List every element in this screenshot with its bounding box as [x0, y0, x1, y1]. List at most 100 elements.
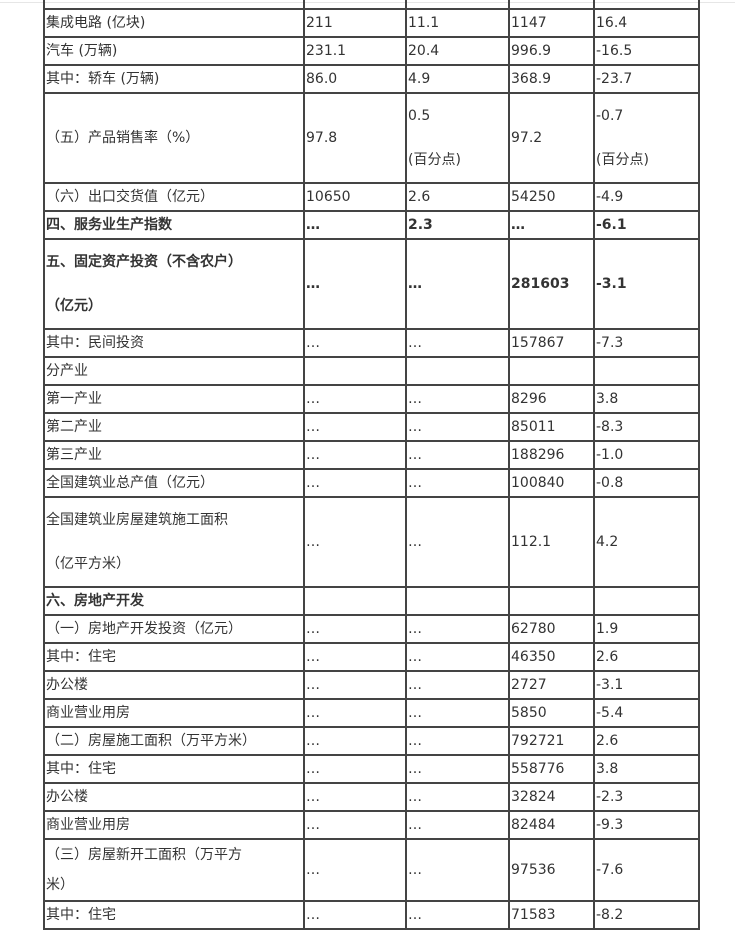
table-row: 五、固定资产投资（不含农户） （亿元）…… 281603 -3.1: [43, 238, 700, 330]
value-cell: 4.2: [593, 496, 700, 588]
value-cell: …: [508, 210, 595, 240]
value-cell: [593, 356, 700, 386]
table-row: 其中：住宅…… 46350 2.6: [43, 642, 700, 672]
value-cell: 8296: [508, 384, 595, 414]
table-row: 集成电路 (亿块) 211 11.1 1147 16.4: [43, 8, 700, 38]
table-cell: [508, 0, 595, 10]
row-label-cell: 分产业: [43, 356, 305, 386]
table-row: （一）房地产开发投资（亿元）…… 62780 1.9: [43, 614, 700, 644]
value-cell: [405, 356, 510, 386]
value-cell: …: [405, 726, 510, 756]
value-cell: …: [405, 238, 510, 330]
value-cell: 2.6: [593, 642, 700, 672]
value-cell: [508, 586, 595, 616]
table-row: 第二产业…… 85011 -8.3: [43, 412, 700, 442]
value-cell: 86.0: [303, 64, 407, 94]
value-cell: -3.1: [593, 238, 700, 330]
value-cell: …: [405, 670, 510, 700]
value-cell: [593, 586, 700, 616]
table-cell: [43, 0, 305, 10]
table-row: 六、房地产开发: [43, 586, 700, 616]
value-cell: …: [405, 810, 510, 840]
row-label-cell: 商业营业用房: [43, 698, 305, 728]
value-cell: …: [303, 838, 407, 902]
value-cell: 20.4: [405, 36, 510, 66]
table-row: 办公楼…… 32824 -2.3: [43, 782, 700, 812]
table-row: 其中：住宅…… 558776 3.8: [43, 754, 700, 784]
value-cell: 16.4: [593, 8, 700, 38]
table-row: （二）房屋施工面积（万平方米）…… 792721 2.6: [43, 726, 700, 756]
value-cell: 97.8: [303, 92, 407, 184]
row-label-cell: 办公楼: [43, 782, 305, 812]
table-row: 商业营业用房…… 82484 -9.3: [43, 810, 700, 840]
value-cell: -7.3: [593, 328, 700, 358]
value-cell: …: [303, 642, 407, 672]
value-cell: -8.3: [593, 412, 700, 442]
value-cell: …: [405, 614, 510, 644]
value-cell: 11.1: [405, 8, 510, 38]
value-cell: 97.2: [508, 92, 595, 184]
value-cell: …: [303, 210, 407, 240]
value-cell: …: [303, 726, 407, 756]
value-cell: [303, 356, 407, 386]
value-cell: 558776: [508, 754, 595, 784]
value-cell: …: [303, 328, 407, 358]
table-cell: [303, 0, 407, 10]
row-label-cell: （三）房屋新开工面积（万平方 米）: [43, 838, 305, 902]
value-cell: 97536: [508, 838, 595, 902]
row-label-cell: 其中：住宅: [43, 754, 305, 784]
value-cell: -2.3: [593, 782, 700, 812]
value-cell: …: [303, 238, 407, 330]
row-label-cell: 办公楼: [43, 670, 305, 700]
row-label-cell: 第三产业: [43, 440, 305, 470]
value-cell: 54250: [508, 182, 595, 212]
value-cell: 1147: [508, 8, 595, 38]
value-cell: -23.7: [593, 64, 700, 94]
value-cell: [508, 356, 595, 386]
value-cell: …: [303, 468, 407, 498]
value-cell: -6.1: [593, 210, 700, 240]
value-cell: …: [405, 642, 510, 672]
table-row: （五）产品销售率（%） 97.8 0.5 (百分点) 97.2 -0.7 (百分点): [43, 92, 700, 184]
table-row: 分产业: [43, 356, 700, 386]
value-cell: …: [405, 468, 510, 498]
value-cell: 3.8: [593, 754, 700, 784]
value-cell: 32824: [508, 782, 595, 812]
value-cell: …: [405, 900, 510, 930]
value-cell: …: [303, 614, 407, 644]
value-cell: 2.3: [405, 210, 510, 240]
value-cell: …: [405, 328, 510, 358]
value-cell: -16.5: [593, 36, 700, 66]
value-cell: 231.1: [303, 36, 407, 66]
row-label-cell: 集成电路 (亿块): [43, 8, 305, 38]
row-label-cell: 其中：住宅: [43, 900, 305, 930]
value-cell: -5.4: [593, 698, 700, 728]
value-cell: …: [405, 384, 510, 414]
value-cell: 211: [303, 8, 407, 38]
value-cell: 85011: [508, 412, 595, 442]
table-row: 第三产业…… 188296 -1.0: [43, 440, 700, 470]
value-cell: …: [303, 698, 407, 728]
value-cell: 2727: [508, 670, 595, 700]
table-row: 其中：民间投资…… 157867 -7.3: [43, 328, 700, 358]
row-label-cell: 商业营业用房: [43, 810, 305, 840]
table-row: 全国建筑业总产值（亿元）…… 100840 -0.8: [43, 468, 700, 498]
table-row: 汽车 (万辆) 231.1 20.4 996.9 -16.5: [43, 36, 700, 66]
row-label-cell: 其中：民间投资: [43, 328, 305, 358]
value-cell: 112.1: [508, 496, 595, 588]
row-label-cell: （六）出口交货值（亿元）: [43, 182, 305, 212]
value-cell: 157867: [508, 328, 595, 358]
table-row: 其中：住宅…… 71583 -8.2: [43, 900, 700, 930]
value-cell: …: [303, 440, 407, 470]
value-cell: …: [303, 810, 407, 840]
value-cell: -7.6: [593, 838, 700, 902]
value-cell: 4.9: [405, 64, 510, 94]
value-cell: …: [303, 670, 407, 700]
table-row: （三）房屋新开工面积（万平方 米）…… 97536 -7.6: [43, 838, 700, 902]
row-label-cell: 第二产业: [43, 412, 305, 442]
value-cell: 46350: [508, 642, 595, 672]
row-label-cell: （五）产品销售率（%）: [43, 92, 305, 184]
table-row: 其中：轿车 (万辆) 86.0 4.9 368.9 -23.7: [43, 64, 700, 94]
value-cell: 792721: [508, 726, 595, 756]
table-row: 商业营业用房…… 5850 -5.4: [43, 698, 700, 728]
